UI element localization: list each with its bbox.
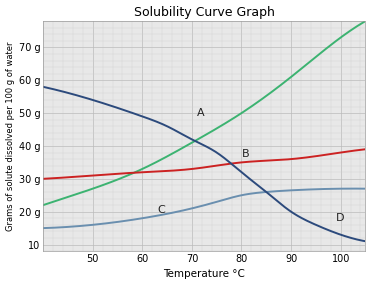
Text: B: B [242, 149, 249, 159]
Title: Solubility Curve Graph: Solubility Curve Graph [134, 5, 275, 19]
Y-axis label: Grams of solute dissolved per 100 g of water: Grams of solute dissolved per 100 g of w… [6, 41, 14, 231]
X-axis label: Temperature °C: Temperature °C [163, 269, 245, 280]
Text: C: C [157, 205, 165, 215]
Text: D: D [336, 213, 344, 223]
Text: A: A [197, 108, 204, 118]
